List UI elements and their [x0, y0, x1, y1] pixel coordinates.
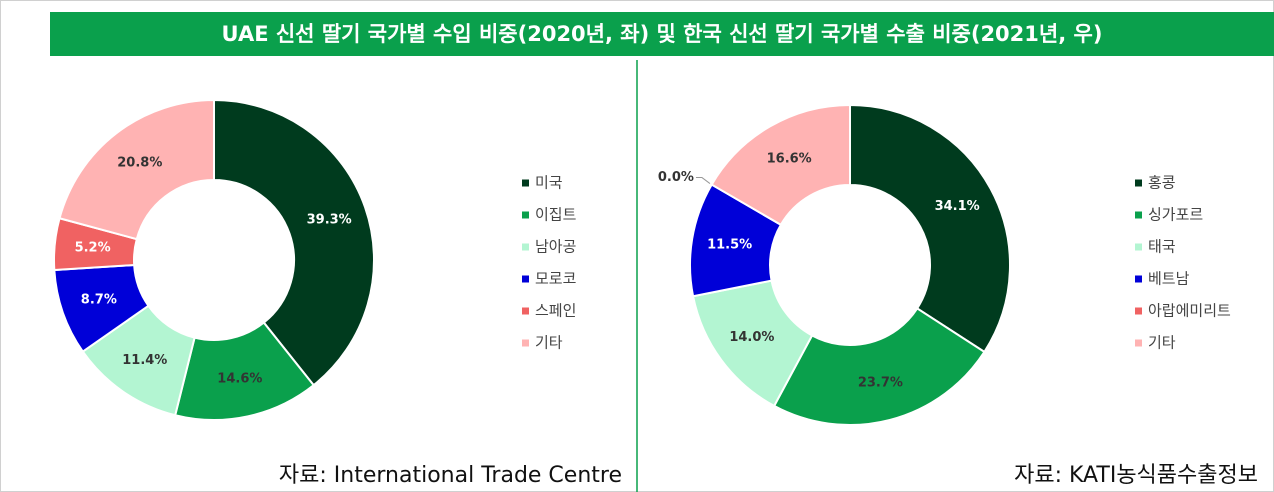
legend-swatch: [1135, 307, 1142, 315]
legend-label: 남아공: [535, 238, 576, 256]
title-banner: [50, 12, 1274, 56]
legend-label: 기타: [535, 334, 563, 352]
legend-label: 베트남: [1148, 270, 1190, 288]
data-label: 8.7%: [81, 293, 117, 308]
leader-line: [695, 177, 711, 184]
data-label: 11.5%: [707, 237, 752, 252]
legend-swatch: [1135, 211, 1142, 219]
legend-label: 스페인: [535, 302, 576, 320]
donut-slice: [213, 98, 375, 387]
legend-swatch: [1135, 179, 1142, 187]
title: UAE 신선 딸기 국가별 수입 비중(2020년, 좌) 및 한국 신선 딸기…: [222, 22, 1103, 46]
legend-label: 미국: [535, 174, 563, 192]
legend-label: 싱가포르: [1148, 206, 1203, 224]
data-label: 14.0%: [729, 330, 774, 345]
legend-swatch: [522, 307, 529, 315]
data-label: 5.2%: [75, 240, 111, 255]
legend-label: 이집트: [535, 206, 577, 224]
data-label: 11.4%: [122, 353, 167, 368]
donut-slice: [58, 98, 215, 241]
data-label: 16.6%: [767, 152, 812, 167]
legend-label: 홍콩: [1148, 174, 1176, 192]
legend-swatch: [522, 211, 529, 219]
legend-swatch: [522, 275, 529, 283]
legend-label: 모로코: [535, 270, 576, 288]
data-label: 23.7%: [858, 376, 903, 391]
data-label: 0.0%: [658, 170, 694, 185]
legend-swatch: [522, 339, 529, 347]
legend-label: 기타: [1148, 334, 1176, 352]
legend-swatch: [1135, 243, 1142, 251]
data-label: 34.1%: [935, 199, 980, 214]
legend-swatch: [1135, 339, 1142, 347]
legend-swatch: [522, 243, 529, 251]
data-label: 39.3%: [307, 212, 352, 227]
data-label: 20.8%: [117, 156, 162, 171]
data-label: 14.6%: [217, 372, 262, 387]
legend-swatch: [522, 179, 529, 187]
donut-slice: [772, 307, 986, 426]
source-note: 자료: KATI농식품수출정보: [1014, 463, 1258, 488]
donut-slice: [710, 103, 851, 227]
legend-label: 태국: [1148, 238, 1176, 256]
donut-slice: [849, 103, 1011, 354]
legend-label: 아랍에미리트: [1148, 302, 1231, 320]
legend-swatch: [1135, 275, 1142, 283]
source-note: 자료: International Trade Centre: [279, 463, 622, 488]
